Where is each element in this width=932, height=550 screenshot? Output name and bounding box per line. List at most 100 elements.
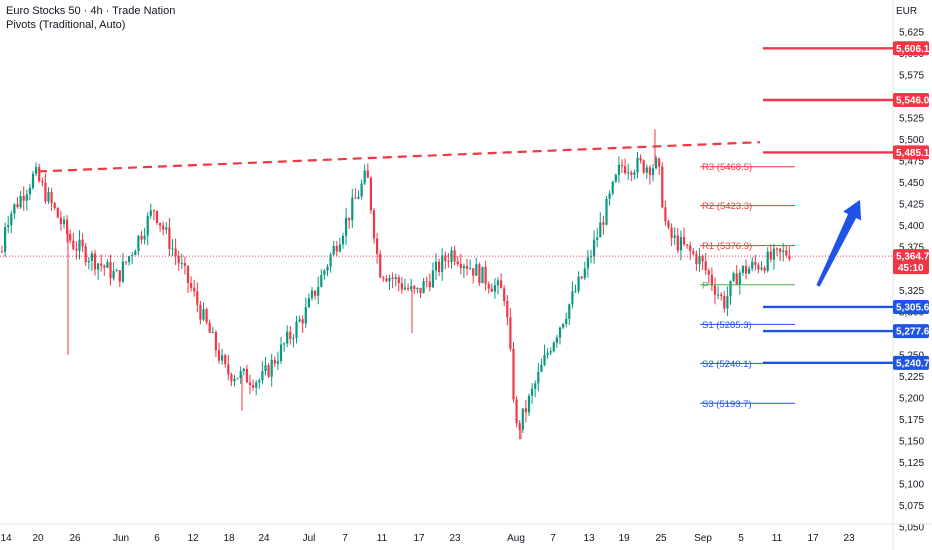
current-price-label: 5,364.7 [896, 252, 930, 263]
candle-body [537, 371, 540, 384]
candle-body [174, 248, 177, 256]
candle-body [642, 160, 645, 173]
candle-body [106, 261, 109, 268]
candle-body [593, 239, 596, 257]
candle-body [143, 235, 146, 240]
x-tick-label: 26 [69, 533, 81, 544]
candle-body [769, 251, 772, 260]
candle-body [87, 260, 90, 263]
candle-body [354, 197, 357, 199]
candle-body [314, 290, 317, 296]
y-tick-label: 5,175 [899, 415, 924, 426]
x-tick-label: 17 [413, 533, 425, 544]
candle-body [264, 365, 267, 372]
candle-body [50, 192, 53, 204]
candle-body [258, 380, 261, 383]
candle-body [676, 235, 679, 251]
candle-body [124, 261, 128, 263]
candle-body [534, 383, 537, 389]
x-tick-label: Sep [694, 533, 712, 544]
candle-body [630, 172, 633, 175]
candle-body [366, 170, 369, 178]
y-tick-label: 5,450 [899, 178, 924, 189]
candle-body [376, 238, 379, 254]
resistance-level-badge [893, 93, 929, 108]
candle-body [655, 158, 658, 169]
x-tick-label: Aug [507, 533, 525, 544]
candle-body [190, 282, 193, 288]
candle-body [155, 211, 159, 224]
candle-body [221, 355, 224, 361]
candle-body [69, 234, 72, 241]
candle-body [177, 255, 180, 264]
candle-body [751, 261, 754, 269]
candle-body [661, 166, 664, 208]
indicator-title[interactable]: Pivots (Traditional, Auto) [6, 19, 126, 31]
candle-body [385, 278, 388, 282]
y-tick-label: 5,325 [899, 286, 924, 297]
candle-body [388, 277, 391, 282]
candle-body [400, 283, 403, 290]
pivot-label-r1: R1 (5376.9) [702, 241, 752, 252]
candle-body [4, 226, 7, 252]
candle-body [438, 261, 441, 272]
candle-body [726, 296, 729, 309]
x-tick-label: 12 [187, 533, 199, 544]
candle-body [335, 245, 338, 252]
support-level-badge-label: 5,305.6 [896, 302, 930, 313]
candle-body [617, 164, 620, 175]
candle-body [692, 251, 695, 254]
resistance-level-badge-label: 5,606.1 [896, 44, 930, 55]
currency-label[interactable]: EUR [896, 6, 918, 17]
candle-body [583, 268, 586, 279]
candle-body [146, 215, 149, 236]
candle-body [307, 298, 310, 308]
candle-body [521, 408, 524, 430]
candle-body [372, 210, 376, 239]
candle-body [363, 170, 366, 184]
candle-body [196, 291, 199, 305]
y-tick-label: 5,125 [899, 458, 924, 469]
x-tick-label: 6 [154, 533, 160, 544]
candle-body [233, 378, 236, 382]
support-level-badge [893, 299, 929, 314]
candle-body [208, 322, 211, 333]
candle-body [382, 277, 385, 279]
candle-body [639, 157, 642, 161]
x-tick-label: 23 [449, 533, 461, 544]
candle-body [434, 261, 438, 271]
candle-body [273, 359, 276, 364]
symbol-title[interactable]: Euro Stocks 50 · 4h · Trade Nation [6, 5, 176, 17]
candle-body [658, 158, 661, 167]
candle-body [62, 219, 66, 225]
candle-body [41, 181, 44, 183]
current-price-badge [893, 249, 929, 275]
candle-body [261, 371, 264, 381]
y-tick-label: 5,250 [899, 350, 924, 361]
support-level-badge-label: 5,240.7 [896, 358, 930, 369]
candle-body [159, 223, 162, 226]
x-tick-label: 11 [377, 533, 388, 544]
candle-body [527, 395, 531, 413]
candle-body [679, 237, 682, 251]
candle-body [586, 257, 589, 269]
candle-body [394, 277, 397, 280]
candle-body [66, 219, 69, 235]
candle-body [723, 296, 726, 309]
candle-body [633, 172, 636, 175]
candle-body [90, 253, 93, 261]
candle-body [81, 239, 84, 247]
candle-body [360, 183, 363, 197]
bullish-arrow-icon [816, 199, 862, 287]
candle-body [118, 270, 121, 282]
candle-body [462, 266, 465, 269]
candle-body [279, 344, 283, 362]
candle-body [419, 287, 422, 294]
resistance-level-badge [893, 41, 929, 56]
candle-body [596, 237, 599, 240]
candle-body [549, 351, 552, 353]
candle-body [515, 399, 518, 424]
candle-body [31, 173, 35, 189]
y-tick-label: 5,150 [899, 436, 924, 447]
